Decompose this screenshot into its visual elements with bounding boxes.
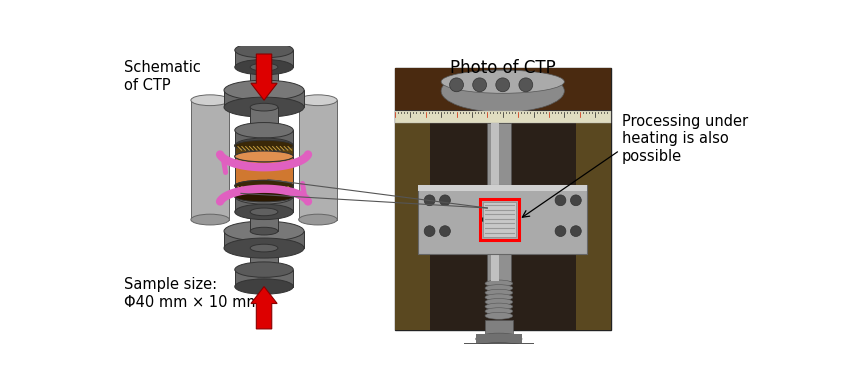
Ellipse shape: [485, 308, 513, 315]
Bar: [191, 100, 230, 220]
Text: Processing under
heating is also
possible: Processing under heating is also possibl…: [622, 114, 748, 164]
Bar: [235, 130, 293, 146]
Bar: [250, 67, 278, 90]
Ellipse shape: [485, 280, 513, 287]
Ellipse shape: [191, 95, 230, 106]
Ellipse shape: [235, 279, 293, 294]
Ellipse shape: [235, 180, 293, 191]
Ellipse shape: [235, 138, 293, 153]
Bar: [235, 269, 293, 286]
Ellipse shape: [555, 226, 566, 237]
Ellipse shape: [441, 70, 564, 93]
Bar: [235, 146, 293, 156]
Bar: [250, 107, 278, 130]
Ellipse shape: [485, 294, 513, 301]
Bar: [576, 123, 610, 330]
Bar: [418, 185, 588, 254]
Ellipse shape: [235, 191, 293, 202]
Bar: [395, 123, 430, 330]
Bar: [464, 343, 533, 354]
Text: Sample size:
Φ40 mm × 10 mm: Sample size: Φ40 mm × 10 mm: [124, 277, 261, 310]
Bar: [476, 334, 522, 343]
Ellipse shape: [441, 70, 564, 112]
Ellipse shape: [224, 221, 304, 241]
Ellipse shape: [450, 78, 463, 92]
FancyArrow shape: [251, 54, 277, 100]
Ellipse shape: [496, 78, 510, 92]
Ellipse shape: [425, 226, 435, 237]
Bar: [483, 202, 516, 237]
Bar: [235, 196, 293, 212]
Ellipse shape: [235, 59, 293, 75]
Ellipse shape: [250, 86, 278, 94]
Ellipse shape: [224, 238, 304, 258]
Bar: [224, 90, 304, 107]
Ellipse shape: [570, 195, 582, 206]
Bar: [250, 212, 278, 231]
Ellipse shape: [485, 303, 513, 310]
Ellipse shape: [555, 195, 566, 206]
Ellipse shape: [250, 63, 278, 71]
Ellipse shape: [439, 195, 450, 206]
Bar: [224, 231, 304, 248]
Ellipse shape: [235, 140, 293, 151]
Bar: [395, 68, 610, 110]
Bar: [235, 186, 293, 196]
Ellipse shape: [235, 151, 293, 162]
Ellipse shape: [519, 78, 532, 92]
Ellipse shape: [235, 189, 293, 204]
Ellipse shape: [235, 151, 293, 162]
FancyArrow shape: [251, 286, 277, 329]
Ellipse shape: [570, 226, 582, 237]
Ellipse shape: [235, 122, 293, 138]
Ellipse shape: [482, 217, 486, 222]
Ellipse shape: [235, 204, 293, 220]
Ellipse shape: [485, 289, 513, 296]
Bar: [395, 123, 610, 330]
Bar: [487, 123, 511, 185]
Ellipse shape: [485, 284, 513, 291]
Ellipse shape: [439, 226, 450, 237]
Ellipse shape: [485, 312, 513, 319]
Bar: [250, 248, 278, 269]
Text: Schematic
of CTP: Schematic of CTP: [124, 60, 201, 93]
Ellipse shape: [299, 214, 337, 225]
Ellipse shape: [235, 262, 293, 277]
Ellipse shape: [473, 78, 487, 92]
Bar: [481, 199, 519, 240]
Ellipse shape: [235, 180, 293, 191]
Ellipse shape: [250, 126, 278, 134]
Ellipse shape: [250, 103, 278, 111]
Ellipse shape: [464, 343, 533, 358]
Ellipse shape: [485, 298, 513, 305]
Bar: [487, 254, 511, 281]
Ellipse shape: [224, 80, 304, 100]
Bar: [395, 68, 610, 330]
Ellipse shape: [250, 244, 278, 252]
Ellipse shape: [476, 333, 522, 345]
Text: Photo of CTP: Photo of CTP: [450, 59, 556, 77]
Ellipse shape: [191, 214, 230, 225]
Ellipse shape: [250, 266, 278, 273]
Bar: [395, 111, 610, 123]
Ellipse shape: [425, 195, 435, 206]
Bar: [485, 320, 513, 339]
Bar: [491, 123, 499, 185]
Bar: [235, 156, 293, 186]
Ellipse shape: [250, 227, 278, 235]
Bar: [299, 100, 337, 220]
Bar: [418, 185, 588, 191]
Ellipse shape: [235, 42, 293, 58]
Bar: [491, 254, 499, 281]
Ellipse shape: [299, 95, 337, 106]
Ellipse shape: [250, 208, 278, 216]
Bar: [235, 50, 293, 67]
Ellipse shape: [224, 97, 304, 117]
